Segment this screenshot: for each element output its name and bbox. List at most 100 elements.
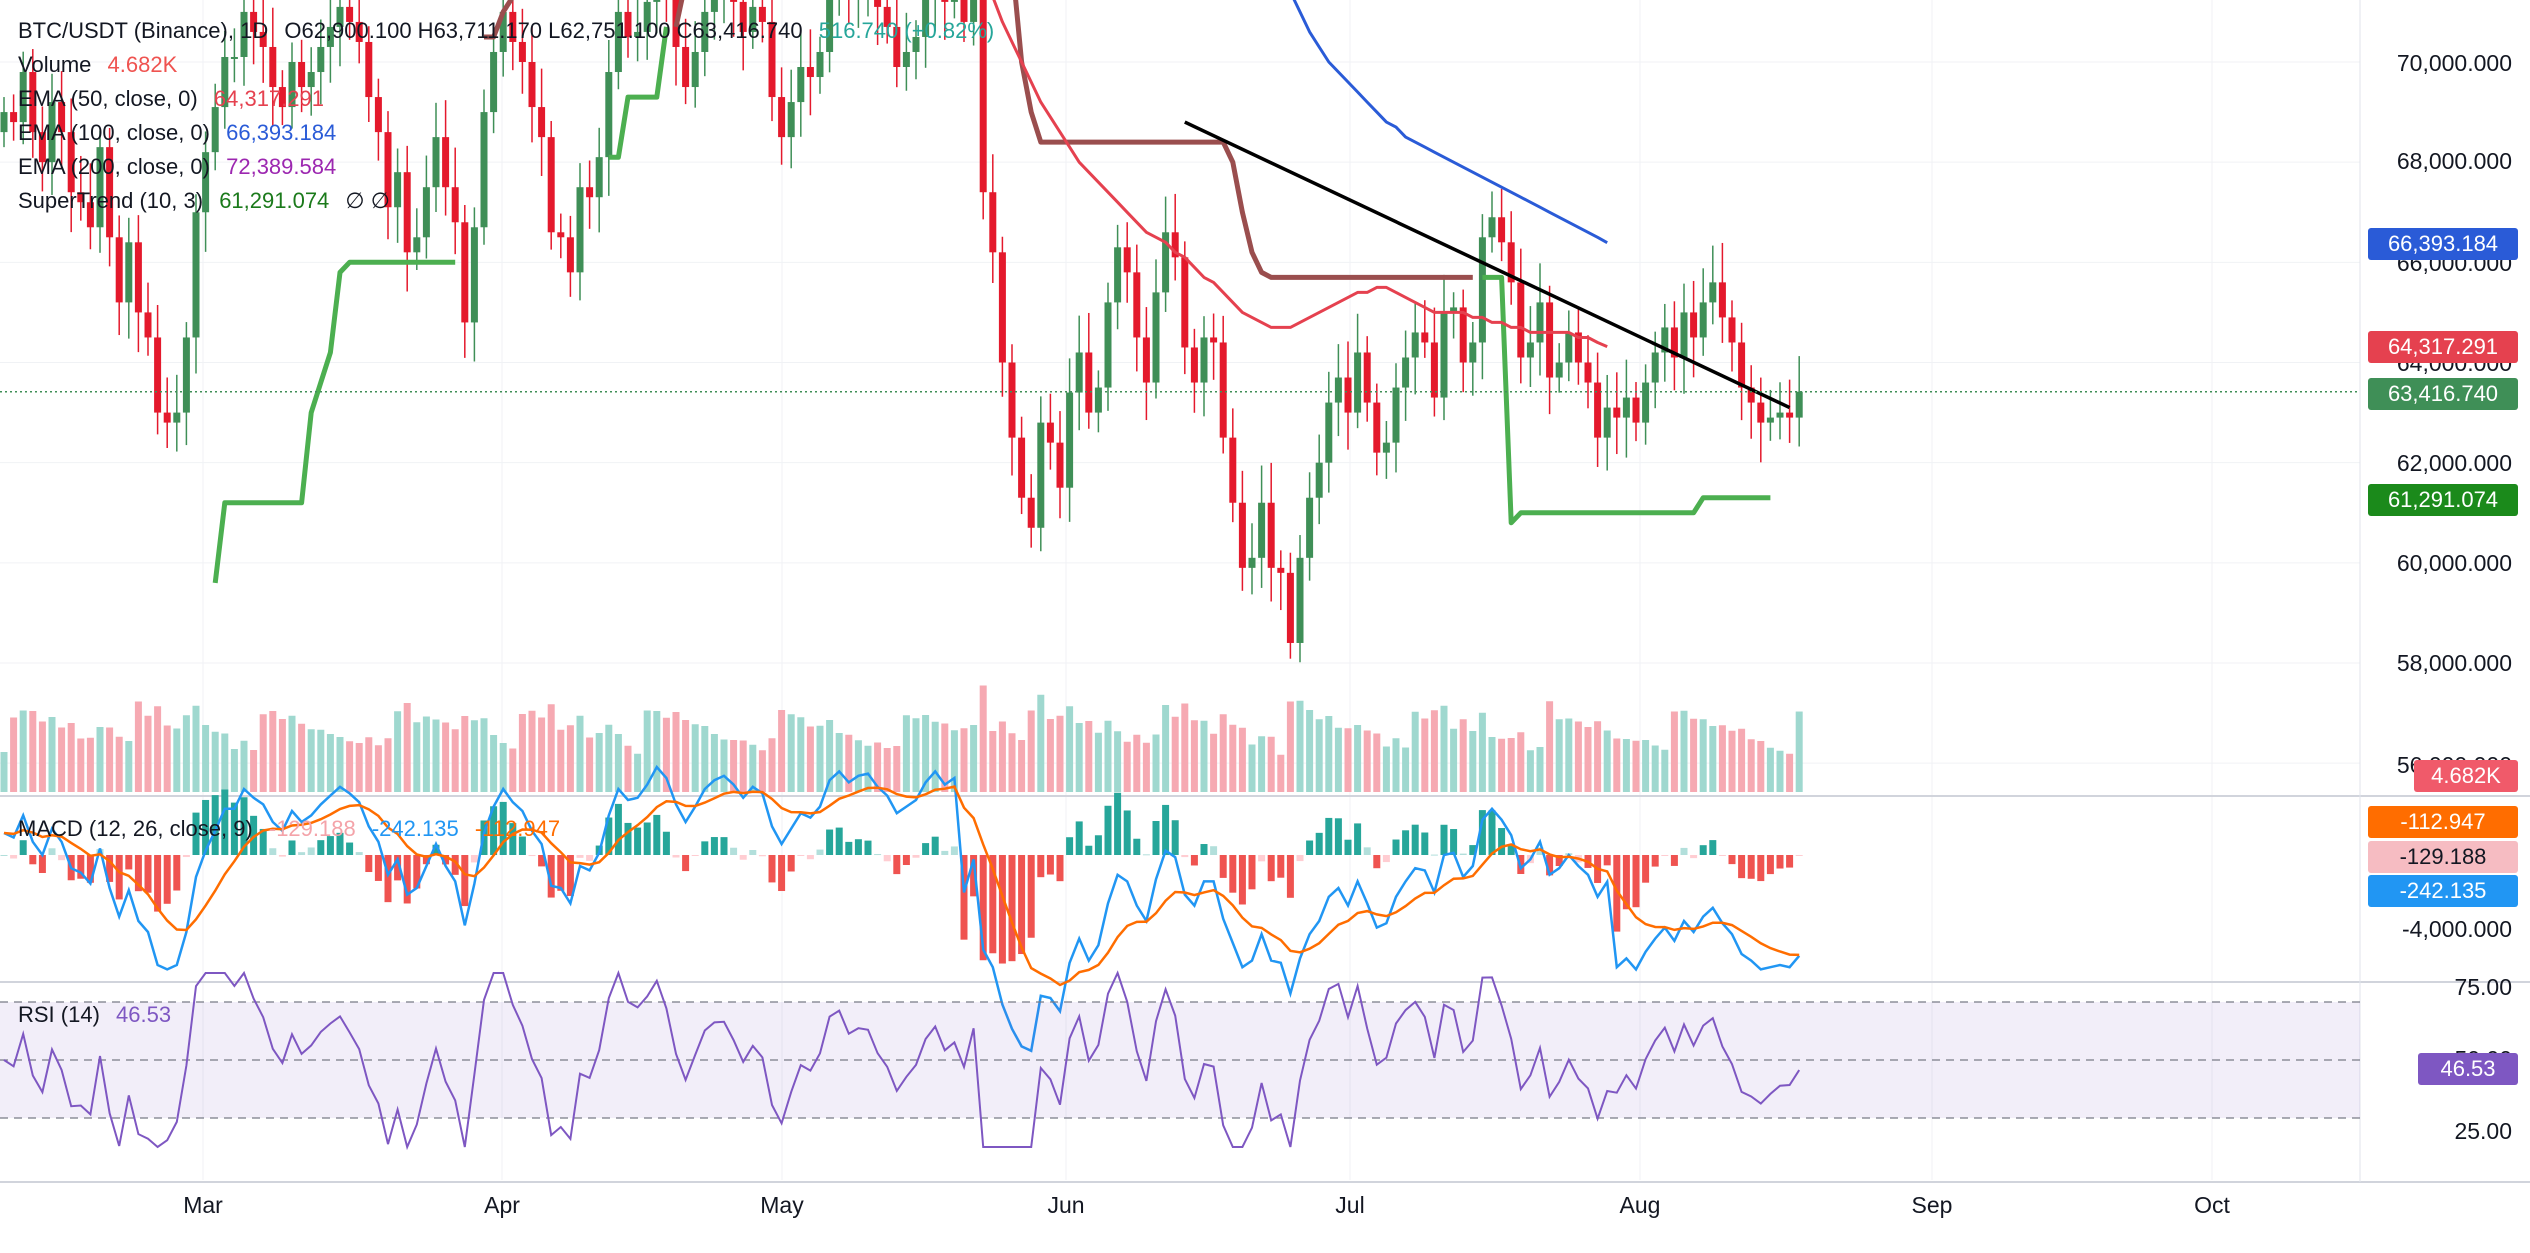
volume-bar <box>413 722 421 792</box>
candle-body <box>1488 217 1496 238</box>
volume-bar <box>182 715 190 792</box>
candle-body <box>1296 557 1304 643</box>
volume-bar <box>614 734 622 792</box>
volume-bar <box>67 723 75 792</box>
candle-body <box>778 97 786 138</box>
candle-body <box>163 412 171 423</box>
volume-bar <box>1661 749 1669 792</box>
supertrend-extra: ∅ ∅ <box>345 188 390 213</box>
candle-body <box>509 11 517 42</box>
time-tick-sep: Sep <box>1911 1192 1953 1218</box>
candle-body <box>682 46 690 88</box>
candle-body <box>413 237 421 253</box>
macd-histogram-bar <box>845 841 853 855</box>
candle-body <box>29 72 37 133</box>
macd-histogram-bar <box>394 855 402 881</box>
macd-histogram-bar <box>538 855 546 867</box>
macd-histogram-bar <box>998 855 1006 964</box>
candle-body <box>1776 412 1784 418</box>
candle-body <box>768 21 776 98</box>
candle-body <box>384 132 392 208</box>
macd-histogram-bar <box>144 855 152 893</box>
candle-body <box>1469 342 1477 363</box>
candle-body <box>941 0 949 2</box>
volume-bar <box>1651 745 1659 792</box>
candle-body <box>365 41 373 98</box>
macd-histogram-bar <box>1027 855 1035 938</box>
macd-histogram-bar <box>1114 792 1122 855</box>
volume-bar <box>1594 721 1602 792</box>
macd-badge: -242.135 <box>2368 875 2518 907</box>
macd-histogram-bar <box>787 855 795 872</box>
volume-bar <box>1709 726 1717 792</box>
macd-histogram-bar <box>979 855 987 961</box>
candle-body <box>701 11 709 52</box>
candle-body <box>134 242 142 313</box>
macd-histogram-bar <box>413 855 421 889</box>
candle-body <box>902 51 910 68</box>
macd-histogram-bar <box>1651 855 1659 867</box>
volume-bar <box>307 729 315 792</box>
volume-bar <box>1421 718 1429 792</box>
volume-bar <box>173 728 181 792</box>
macd-histogram-bar <box>374 855 382 881</box>
volume-bar <box>634 753 642 792</box>
candle-body <box>1104 302 1112 388</box>
volume-bar <box>826 720 834 792</box>
volume-bar <box>1670 711 1678 792</box>
price-change: 516.740 (+0.82%) <box>818 18 995 43</box>
candle-body <box>1008 362 1016 438</box>
macd-histogram-bar <box>1402 830 1410 855</box>
rsi-value: 46.53 <box>116 1002 172 1027</box>
macd-histogram-bar <box>1498 828 1506 855</box>
volume-bar <box>1152 734 1160 792</box>
volume-bar <box>298 723 306 792</box>
candle-body <box>634 31 642 37</box>
candle-body <box>1517 282 1525 358</box>
candle-body <box>1075 352 1083 393</box>
candle-body <box>1478 237 1486 343</box>
volume-bar <box>1363 730 1371 792</box>
candle-body <box>1200 337 1208 383</box>
macd-histogram-bar <box>528 855 536 857</box>
macd-line <box>3 764 1801 1053</box>
volume-bar <box>883 748 891 792</box>
volume-bar <box>605 724 613 792</box>
volume-bar <box>1037 694 1045 792</box>
volume-bar <box>1027 710 1035 792</box>
price-tick: 68,000.000 <box>2396 148 2512 174</box>
macd-histogram-bar <box>29 855 37 865</box>
candle-body <box>470 227 478 323</box>
candle-body <box>1584 362 1592 383</box>
macd-histogram-bar <box>1133 838 1141 855</box>
macd-histogram-bar <box>470 855 478 863</box>
macd-histogram-bar <box>451 855 459 875</box>
volume-bar <box>1066 706 1074 792</box>
candle-body <box>230 56 238 59</box>
volume-bar <box>701 726 709 792</box>
candle-body <box>1450 307 1458 313</box>
macd-histogram-bar <box>1478 810 1486 855</box>
macd-histogram-bar <box>624 822 632 855</box>
macd-histogram-bar <box>643 822 651 855</box>
macd-histogram-bar <box>230 802 238 855</box>
volume-bar <box>720 739 728 792</box>
volume-bar <box>1210 733 1218 792</box>
candle-body <box>1546 302 1554 378</box>
volume-bar <box>1728 730 1736 792</box>
candle-body <box>1651 352 1659 383</box>
candle-body <box>1661 327 1669 353</box>
candle-body <box>1258 502 1266 558</box>
macd-histogram-bar <box>1219 855 1227 878</box>
volume-bar <box>144 715 152 792</box>
volume-bar <box>778 710 786 792</box>
time-tick-may: May <box>760 1192 804 1218</box>
candle-body <box>576 187 584 273</box>
macd-histogram-bar <box>662 831 670 855</box>
volume-bar <box>269 711 277 792</box>
volume-bar <box>1795 711 1803 792</box>
candle-body <box>749 6 757 32</box>
ema50-legend: EMA (50, close, 0) 64,317.291 <box>18 82 324 116</box>
volume-bar <box>422 716 430 792</box>
